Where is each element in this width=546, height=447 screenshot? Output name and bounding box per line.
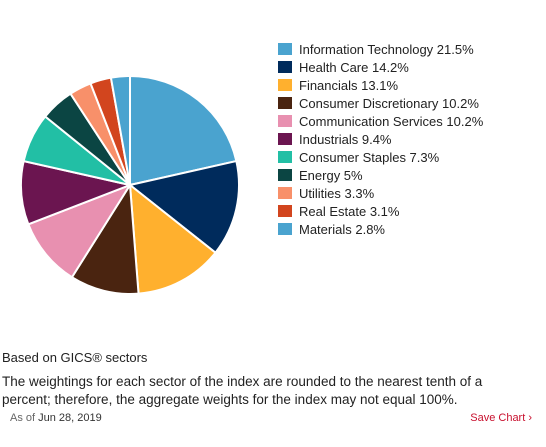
pie-slice-consumer-discretionary[interactable] xyxy=(70,181,140,295)
legend-swatch xyxy=(278,133,292,145)
legend-item: Real Estate 3.1% xyxy=(278,202,483,220)
save-chart-link[interactable]: Save Chart › xyxy=(470,412,532,424)
legend-swatch xyxy=(278,79,292,91)
legend-label: Energy 5% xyxy=(299,167,363,183)
legend-label: Real Estate 3.1% xyxy=(299,203,400,219)
pie-slice-health-care[interactable] xyxy=(127,159,240,255)
legend-item: Materials 2.8% xyxy=(278,220,483,238)
legend-item: Industrials 9.4% xyxy=(278,130,483,148)
legend-swatch xyxy=(278,115,292,127)
legend-label: Communication Services 10.2% xyxy=(299,113,484,129)
legend-label: Consumer Staples 7.3% xyxy=(299,149,440,165)
legend-label: Utilities 3.3% xyxy=(299,185,375,201)
legend-swatch xyxy=(278,97,292,109)
legend-swatch xyxy=(278,187,292,199)
sector-pie-chart xyxy=(20,74,240,295)
legend-swatch xyxy=(278,223,292,235)
as-of-date: As of Jun 28, 2019 xyxy=(10,412,102,424)
legend-label: Health Care 14.2% xyxy=(299,59,409,75)
legend-item: Communication Services 10.2% xyxy=(278,112,483,130)
legend-item: Utilities 3.3% xyxy=(278,184,483,202)
legend-item: Energy 5% xyxy=(278,166,483,184)
legend-item: Financials 13.1% xyxy=(278,76,483,94)
legend-swatch xyxy=(278,205,292,217)
legend-label: Industrials 9.4% xyxy=(299,131,392,147)
legend-label: Consumer Discretionary 10.2% xyxy=(299,95,479,111)
pie-slice-materials[interactable] xyxy=(109,74,131,186)
pie-slice-financials[interactable] xyxy=(128,182,217,295)
as-of-value: Jun 28, 2019 xyxy=(38,412,102,424)
rounding-disclaimer: The weightings for each sector of the in… xyxy=(2,374,483,407)
legend-swatch xyxy=(278,169,292,181)
pie-slice-information-technology[interactable] xyxy=(129,74,238,187)
legend-item: Consumer Discretionary 10.2% xyxy=(278,94,483,112)
chart-legend: Information Technology 21.5% Health Care … xyxy=(278,40,483,238)
legend-label: Financials 13.1% xyxy=(299,77,398,93)
legend-item: Consumer Staples 7.3% xyxy=(278,148,483,166)
legend-swatch xyxy=(278,43,292,55)
as-of-label: As of xyxy=(10,412,36,424)
legend-swatch xyxy=(278,151,292,163)
pie-slice-communication-services[interactable] xyxy=(27,182,133,279)
legend-label: Materials 2.8% xyxy=(299,221,385,237)
legend-item: Health Care 14.2% xyxy=(278,58,483,76)
legend-swatch xyxy=(278,61,292,73)
legend-item: Information Technology 21.5% xyxy=(278,40,483,58)
gics-basis-note: Based on GICS® sectors xyxy=(2,350,148,365)
legend-label: Information Technology 21.5% xyxy=(299,41,474,57)
